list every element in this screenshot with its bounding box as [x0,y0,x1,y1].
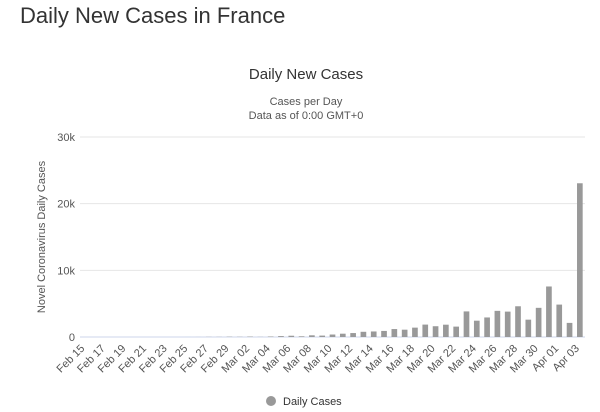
bar[interactable]: Apr 01: 4861 [556,304,563,337]
bar[interactable]: Mar 10: 372 [329,334,336,337]
bar[interactable]: Mar 25: 2931 [484,317,490,337]
bar[interactable]: Mar 28: 4611 [515,306,521,337]
y-tick-label: 0 [69,332,75,344]
page-title: Daily New Cases in France [20,3,286,28]
bar[interactable]: Mar 12: 591 [350,333,356,337]
bar[interactable]: Mar 24: 2446 [473,320,480,337]
grid-lines [80,136,585,338]
bar[interactable]: Mar 09: 210 [319,335,326,337]
bar[interactable]: Mar 16: 1193 [391,329,398,337]
bar[interactable]: Mar 14: 829 [370,331,377,337]
chart-title: Daily New Cases [249,66,363,83]
y-axis-labels: 0 10k 20k 30k [57,132,75,344]
bar[interactable]: Mar 15: 911 [381,330,387,337]
y-tick-label: 20k [57,199,75,211]
legend-marker-icon [266,396,276,406]
bar[interactable]: Mar 22: 1559 [453,326,460,337]
bar[interactable]: Mar 19: 1861 [422,324,429,337]
bar[interactable]: Mar 20: 1617 [432,326,439,337]
bar[interactable]: Mar 26: 3922 [494,310,501,337]
y-axis-title: Novel Coronavirus Daily Cases [36,160,48,313]
legend-label: Daily Cases [283,396,342,408]
bar[interactable]: Mar 13: 780 [360,331,367,337]
bar[interactable]: Mar 31: 7578 [546,286,552,337]
bar[interactable]: Mar 23: 3838 [463,311,470,337]
bar[interactable]: Mar 29: 2599 [525,319,532,337]
bar[interactable]: Mar 17: 1097 [401,329,408,337]
bar[interactable]: Mar 08: 253 [309,335,315,337]
y-tick-label: 30k [57,132,75,144]
bar-series[interactable]: Feb 15: 0Feb 16: 0Feb 17: 0Feb 18: 0Feb … [185,183,583,337]
bar[interactable]: Mar 11: 495 [339,333,346,337]
bar[interactable]: Mar 06: 190 [288,335,295,337]
bar[interactable]: Mar 30: 4376 [535,307,542,337]
bar[interactable]: Mar 21: 1847 [443,324,449,337]
chart-subtitle-line-2: Data as of 0:00 GMT+0 [249,110,364,122]
bar[interactable]: Mar 07: 103 [298,336,305,337]
bar[interactable]: Apr 03: 23060 [577,183,583,337]
chart-subtitle-line-1: Cases per Day [270,96,343,108]
bar[interactable]: Apr 02: 2116 [566,322,573,337]
bar[interactable]: Mar 05: 138 [278,336,284,337]
bar[interactable]: Mar 27: 3809 [504,311,511,337]
bar[interactable]: Mar 18: 1404 [412,327,418,337]
legend[interactable]: Daily Cases [266,396,342,408]
y-tick-label: 10k [57,265,75,277]
